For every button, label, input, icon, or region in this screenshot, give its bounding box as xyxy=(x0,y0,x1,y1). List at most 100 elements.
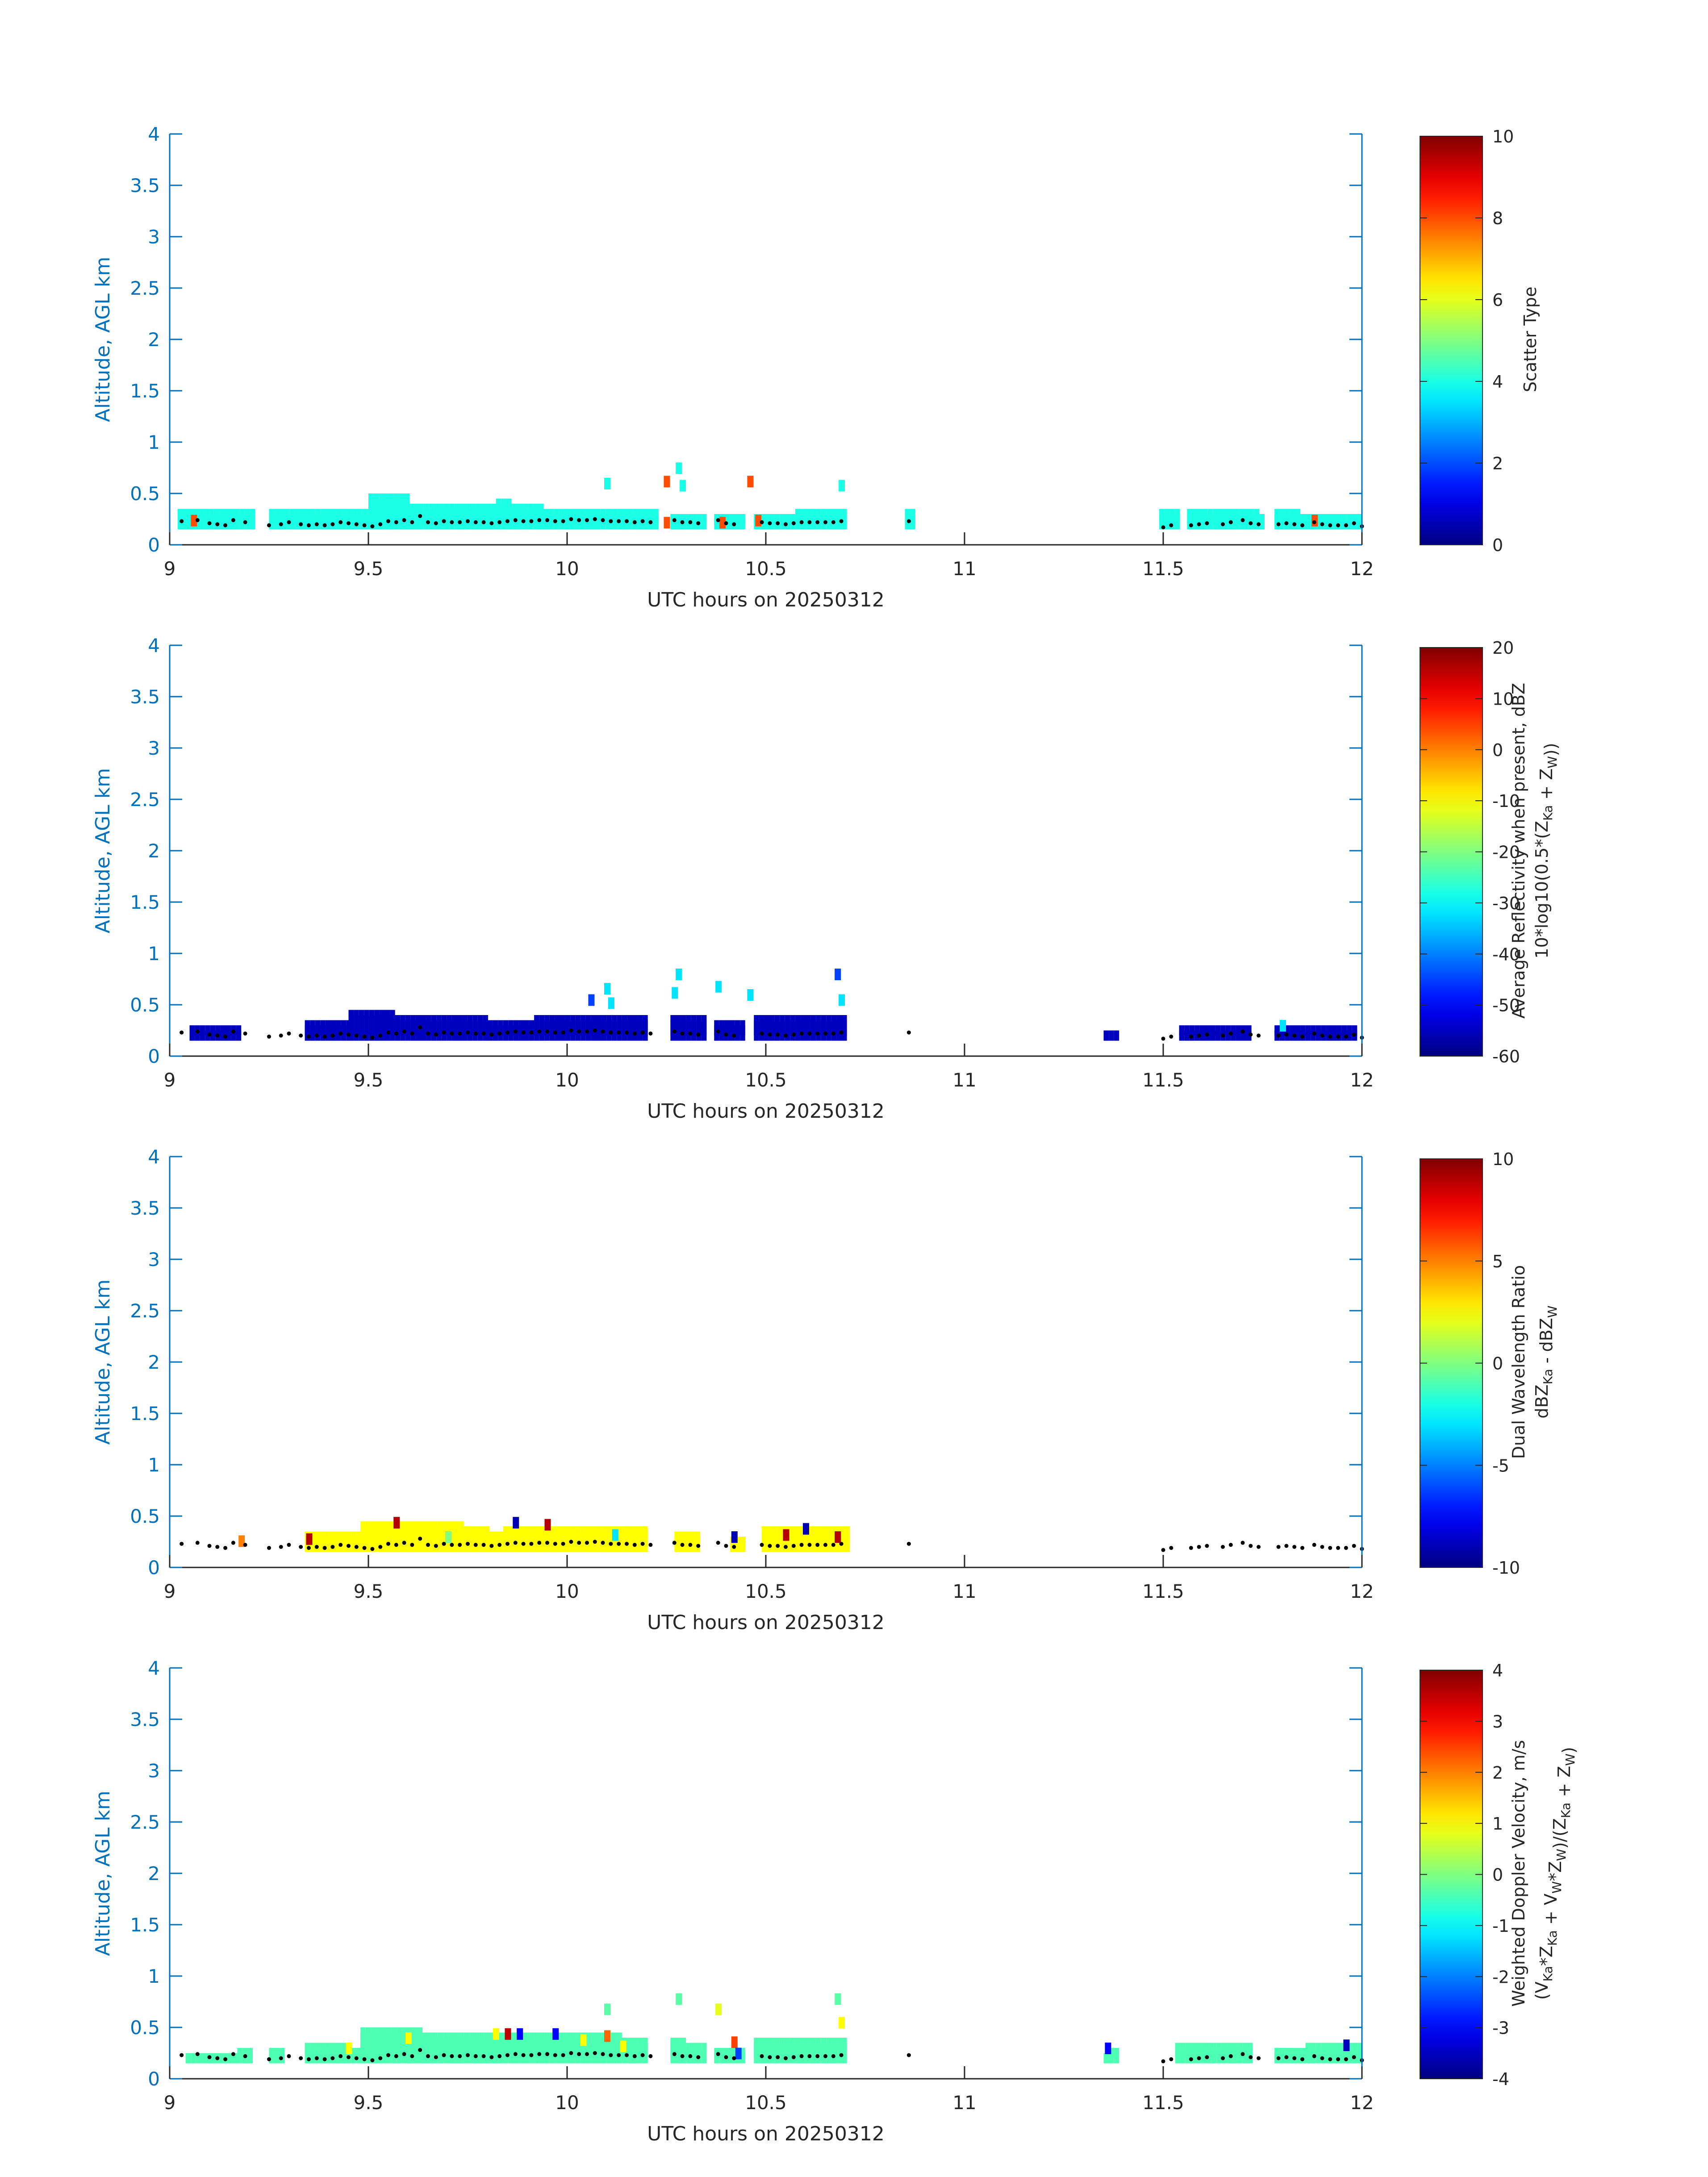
data-cell xyxy=(823,1526,829,1537)
x-tick-label: 11 xyxy=(952,1580,976,1602)
data-cell xyxy=(200,1025,205,1036)
cloud-base-dot xyxy=(724,1032,728,1037)
data-cell xyxy=(341,509,347,519)
cloud-base-dot xyxy=(537,1541,542,1545)
label-text: (V xyxy=(1532,1981,1552,2000)
cloud-base-dot xyxy=(625,2053,629,2057)
data-cell-feature xyxy=(505,2028,511,2040)
data-cell xyxy=(405,1015,411,1025)
data-cell xyxy=(469,2032,474,2043)
colorbar-tick-label: 0 xyxy=(1492,740,1503,760)
data-cell-feature xyxy=(715,2003,722,2015)
cloud-base-dot xyxy=(724,521,728,526)
data-cell xyxy=(1227,2043,1232,2053)
cloud-base-dot xyxy=(617,2053,621,2057)
data-cell xyxy=(1190,2043,1196,2053)
data-cell xyxy=(1221,2043,1227,2053)
cloud-base-dot xyxy=(386,1542,390,1546)
cloud-base-dot xyxy=(299,1033,303,1038)
cloud-base-dot xyxy=(1205,1544,1209,1548)
data-cell xyxy=(289,509,295,519)
data-cell xyxy=(503,1526,509,1537)
data-cell xyxy=(1213,509,1218,519)
cloud-base-dot xyxy=(1249,1544,1253,1548)
cloud-base-dot xyxy=(394,1542,398,1547)
colorbar-tick-label: -3 xyxy=(1492,2018,1509,2038)
y-tick-label: 1.5 xyxy=(130,1914,160,1936)
cloud-base-dot xyxy=(1221,522,1225,526)
cloud-base-dot xyxy=(760,520,764,524)
colorbar-gradient xyxy=(1420,647,1483,1057)
data-cell xyxy=(310,1020,315,1031)
data-cell xyxy=(606,1526,612,1537)
x-tick-label: 11.5 xyxy=(1142,1069,1184,1091)
data-cell xyxy=(469,1526,474,1537)
cloud-base-dot xyxy=(601,2052,605,2056)
data-cell xyxy=(386,1521,392,1532)
data-cell xyxy=(488,1020,493,1031)
data-cell xyxy=(305,1020,310,1031)
cloud-base-dot xyxy=(362,1546,367,1550)
cloud-base-dot xyxy=(215,1545,220,1549)
cloud-base-dot xyxy=(1352,1544,1356,1548)
cloud-base-dot xyxy=(799,520,804,524)
data-cell xyxy=(459,2032,464,2043)
data-cell-feature xyxy=(672,987,678,999)
data-cell xyxy=(1206,2043,1211,2053)
data-cell xyxy=(601,1015,607,1025)
cloud-base-dot xyxy=(370,1547,375,1551)
y-tick-label: 4 xyxy=(148,1657,160,1679)
cloud-base-dot xyxy=(307,523,311,527)
data-cell xyxy=(201,2053,206,2064)
data-cell xyxy=(198,509,204,519)
cloud-base-dot xyxy=(521,519,526,523)
cloud-base-dot xyxy=(1352,1032,1356,1037)
data-cell xyxy=(444,504,450,514)
data-cell xyxy=(1211,2043,1217,2053)
data-cell xyxy=(330,2043,336,2053)
data-cell xyxy=(210,1025,216,1036)
cloud-base-dot xyxy=(625,1030,629,1035)
cloud-base-dot xyxy=(823,1031,827,1036)
data-cell xyxy=(675,2038,681,2048)
data-cell xyxy=(336,2043,341,2053)
cloud-base-dot xyxy=(609,2053,613,2057)
data-cell xyxy=(724,514,730,524)
cloud-base-dot xyxy=(776,521,780,526)
data-cell xyxy=(793,1526,798,1537)
cloud-base-dot xyxy=(799,2054,804,2058)
cloud-base-dot xyxy=(680,2054,685,2058)
data-cell xyxy=(330,1020,336,1031)
data-cell xyxy=(336,1020,341,1031)
colorbar-tick-label: 2 xyxy=(1492,1763,1503,1783)
cloud-base-dot xyxy=(386,519,390,523)
data-cell xyxy=(470,504,476,514)
cloud-base-dot xyxy=(434,2055,438,2060)
cloud-base-dot xyxy=(299,1545,303,1549)
data-cell xyxy=(239,509,245,519)
cloud-base-dot xyxy=(354,522,359,526)
data-cell xyxy=(483,1015,488,1025)
data-cell xyxy=(544,1526,550,1537)
cloud-base-dot xyxy=(195,1029,200,1034)
data-cell xyxy=(795,509,801,519)
data-cell xyxy=(236,1025,242,1036)
data-cell xyxy=(622,1015,627,1025)
data-cell xyxy=(774,2038,780,2048)
data-cell xyxy=(691,2043,697,2053)
data-cell xyxy=(1233,509,1239,519)
data-cell xyxy=(719,1020,725,1031)
data-cell xyxy=(762,1526,767,1537)
data-cell xyxy=(1336,2043,1342,2053)
cloud-base-dot xyxy=(505,1030,509,1035)
data-cell xyxy=(475,504,481,514)
data-cell-feature xyxy=(676,1993,682,2005)
x-tick-label: 9.5 xyxy=(354,1069,384,1091)
colorbar-tick-label: -30 xyxy=(1492,894,1520,913)
cloud-base-dot xyxy=(489,521,494,526)
data-cell xyxy=(617,2032,622,2043)
data-cell xyxy=(305,509,311,519)
cloud-base-dot xyxy=(680,1542,685,1547)
cloud-base-dot xyxy=(716,2052,720,2056)
